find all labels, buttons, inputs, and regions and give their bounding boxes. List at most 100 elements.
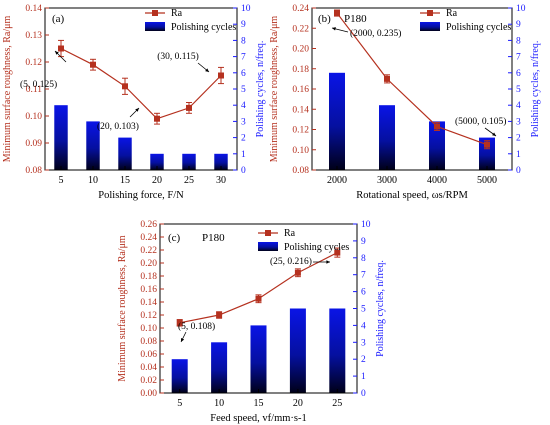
- right-tick-label: 4: [516, 101, 521, 111]
- left-axis-label: Minimum surface roughness, Ra/μm: [269, 16, 280, 163]
- right-tick-label: 7: [361, 271, 366, 281]
- annotation-arrowhead: [332, 27, 336, 31]
- ra-point: [90, 61, 96, 68]
- right-tick-label: 5: [516, 85, 521, 95]
- right-tick-label: 1: [516, 150, 521, 160]
- legend-ra-marker: [427, 10, 433, 16]
- x-axis-label: Polishing force, F/N: [98, 190, 184, 201]
- left-tick-label: 0.14: [292, 105, 309, 115]
- left-tick-label: 0.16: [140, 285, 157, 295]
- left-axis-label: Minimum surface roughness, Ra/μm: [2, 16, 13, 163]
- left-tick-label: 0.22: [292, 24, 309, 34]
- right-tick-label: 5: [361, 305, 366, 315]
- polishing-cycles-bar: [329, 308, 346, 393]
- polishing-cycles-bar: [250, 325, 267, 393]
- left-axis-label: Minimum surface roughness, Ra/μm: [117, 235, 128, 382]
- point-annotation: (25, 0.216): [270, 256, 312, 267]
- right-tick-label: 4: [241, 101, 246, 111]
- right-tick-label: 8: [516, 36, 521, 46]
- ra-point: [186, 104, 192, 111]
- annotation-arrowhead: [55, 51, 59, 55]
- x-tick-label: 20: [293, 398, 303, 409]
- left-tick-label: 0.10: [25, 112, 42, 122]
- left-tick-label: 0.24: [140, 233, 157, 243]
- right-tick-label: 6: [241, 69, 246, 79]
- x-tick-label: 2000: [327, 175, 347, 186]
- right-tick-label: 9: [516, 20, 521, 30]
- x-tick-label: 3000: [377, 175, 397, 186]
- left-tick-label: 0.22: [140, 246, 157, 256]
- x-tick-label: 20: [152, 175, 162, 186]
- left-tick-label: 0.13: [25, 31, 42, 41]
- panel-label: (c): [168, 232, 181, 244]
- left-tick-label: 0.12: [292, 126, 309, 136]
- ra-point: [154, 115, 160, 122]
- left-tick-label: 0.04: [140, 363, 157, 373]
- point-annotation: (5, 0.108): [178, 321, 215, 332]
- annotation-arrowhead: [181, 338, 185, 342]
- legend-ra-label: Ra: [446, 8, 458, 19]
- polishing-cycles-bar: [182, 153, 196, 170]
- ra-point: [58, 45, 64, 52]
- left-tick-label: 0.18: [140, 272, 157, 282]
- right-tick-label: 0: [361, 389, 366, 399]
- ra-point: [384, 75, 390, 82]
- left-tick-label: 0.10: [140, 324, 157, 334]
- legend-bar-swatch: [420, 22, 440, 31]
- polishing-cycles-bar: [86, 121, 100, 170]
- right-tick-label: 2: [516, 134, 521, 144]
- left-tick-label: 0.00: [140, 389, 157, 399]
- panel-label: (a): [52, 13, 65, 25]
- x-tick-label: 5: [59, 175, 64, 186]
- x-tick-label: 5000: [477, 175, 497, 186]
- right-tick-label: 3: [241, 117, 246, 127]
- right-tick-label: 1: [241, 150, 246, 160]
- legend-bar-swatch: [145, 22, 165, 31]
- ra-point: [294, 269, 301, 276]
- right-axis-label: Polishing cycles, n/freq.: [255, 41, 266, 138]
- legend-bar-label: Polishing cycles: [171, 22, 236, 33]
- ra-point: [218, 72, 224, 79]
- left-tick-label: 0.24: [292, 4, 309, 14]
- right-tick-label: 9: [361, 237, 366, 247]
- right-tick-label: 5: [241, 85, 246, 95]
- polishing-cycles-bar: [289, 308, 306, 393]
- right-tick-label: 3: [361, 338, 366, 348]
- polishing-cycles-bar: [479, 137, 495, 170]
- right-tick-label: 2: [241, 134, 246, 144]
- legend-bar-label: Polishing cycles: [446, 22, 511, 33]
- panel-label: (b): [318, 13, 331, 25]
- point-annotation: (5, 0.125): [20, 79, 57, 90]
- x-tick-label: 15: [254, 398, 264, 409]
- point-annotation: (30, 0.115): [157, 51, 199, 62]
- right-tick-label: 10: [516, 4, 526, 14]
- legend-bar-label: Polishing cycles: [284, 242, 349, 253]
- legend-ra-label: Ra: [171, 8, 183, 19]
- legend-ra-label: Ra: [284, 228, 296, 239]
- annotation-arrowhead: [205, 68, 209, 72]
- left-tick-label: 0.20: [140, 259, 157, 269]
- x-axis-label: Feed speed, vf/mm·s-1: [210, 413, 307, 424]
- left-tick-label: 0.12: [25, 58, 42, 68]
- ra-point: [255, 295, 262, 302]
- right-tick-label: 9: [241, 20, 246, 30]
- polishing-cycles-bar: [118, 137, 132, 170]
- left-tick-label: 0.18: [292, 65, 309, 75]
- ra-series-line: [336, 12, 488, 146]
- left-tick-label: 0.02: [140, 376, 157, 386]
- point-annotation: (20, 0.103): [97, 121, 139, 132]
- panel-a: 5 10 15 20 25 300.080.090.100.110.120.130.140…: [2, 4, 266, 201]
- x-tick-label: 30: [216, 175, 226, 186]
- x-tick-label: 15: [120, 175, 130, 186]
- left-tick-label: 0.08: [140, 337, 157, 347]
- right-tick-label: 6: [516, 69, 521, 79]
- polishing-cycles-bar: [150, 153, 164, 170]
- right-tick-label: 6: [361, 288, 366, 298]
- right-tick-label: 1: [361, 372, 366, 382]
- left-tick-label: 0.06: [140, 350, 157, 360]
- panel-subtitle: P180: [202, 232, 225, 244]
- ra-point: [434, 123, 440, 130]
- left-tick-label: 0.08: [292, 166, 309, 176]
- polishing-cycles-bar: [211, 342, 228, 393]
